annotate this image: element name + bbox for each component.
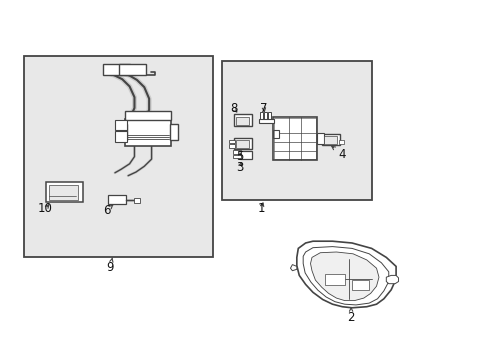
Bar	[119, 64, 145, 75]
Bar	[267, 112, 270, 120]
Text: 8: 8	[229, 102, 237, 115]
Bar	[24, 56, 212, 257]
Bar	[228, 140, 234, 143]
Text: 2: 2	[346, 308, 354, 324]
Bar	[272, 117, 316, 160]
Bar	[124, 119, 171, 146]
Polygon shape	[296, 241, 395, 308]
Polygon shape	[290, 265, 296, 271]
Bar	[115, 131, 127, 142]
Bar	[233, 114, 252, 126]
Text: 5: 5	[235, 150, 243, 163]
Polygon shape	[386, 275, 398, 284]
Bar	[115, 120, 127, 130]
Bar	[134, 198, 140, 203]
Bar	[235, 140, 249, 148]
Text: 4: 4	[331, 147, 346, 161]
Text: 10: 10	[38, 202, 53, 215]
Bar	[107, 195, 126, 204]
Bar	[222, 61, 371, 200]
Bar	[228, 144, 234, 148]
Text: 3: 3	[235, 161, 243, 174]
Text: 1: 1	[257, 202, 265, 215]
Bar	[232, 150, 240, 154]
Bar	[339, 140, 344, 144]
Bar	[102, 64, 129, 75]
Bar	[235, 117, 249, 125]
Bar	[232, 155, 240, 158]
Bar	[321, 134, 340, 145]
Polygon shape	[310, 252, 378, 301]
Bar	[239, 151, 251, 159]
Text: 7: 7	[260, 102, 267, 115]
Bar	[264, 112, 266, 120]
Bar	[351, 280, 368, 290]
Bar	[124, 111, 171, 120]
Bar	[323, 136, 337, 144]
Bar	[46, 182, 83, 202]
Text: 6: 6	[102, 204, 113, 217]
Bar	[233, 138, 252, 149]
Text: 9: 9	[106, 258, 114, 274]
Bar	[120, 124, 127, 140]
Bar	[325, 274, 344, 285]
Bar	[49, 185, 78, 200]
Bar	[260, 112, 263, 120]
Bar	[170, 124, 177, 140]
Bar	[259, 119, 273, 123]
Bar	[316, 133, 324, 144]
Bar	[272, 130, 278, 138]
Bar	[273, 118, 315, 159]
